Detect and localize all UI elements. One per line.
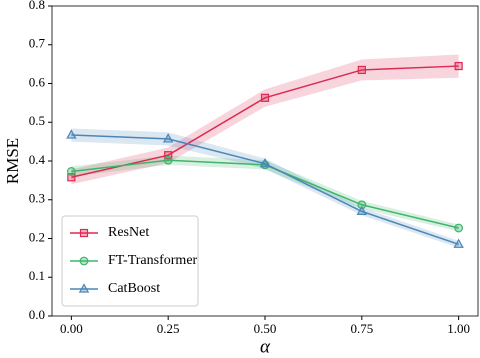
legend-label: ResNet (108, 225, 149, 240)
x-tick-label: 1.00 (447, 321, 470, 336)
y-tick-label: 0.3 (29, 191, 45, 206)
x-tick-label: 0.50 (254, 321, 277, 336)
x-tick-label: 0.00 (60, 321, 83, 336)
marker (66, 129, 77, 139)
marker (454, 61, 463, 71)
marker (67, 173, 76, 182)
marker (357, 65, 366, 75)
marker (259, 157, 271, 168)
marker (356, 205, 368, 215)
y-tick-label: 0.1 (29, 268, 45, 283)
x-tick-label: 0.25 (157, 321, 180, 336)
y-tick-label: 0.7 (29, 36, 46, 51)
y-tick-label: 0.8 (29, 0, 45, 12)
y-tick-label: 0.2 (29, 229, 45, 244)
confidence-band (71, 155, 459, 232)
marker (163, 155, 173, 165)
y-tick-label: 0.5 (29, 113, 45, 128)
series-line (71, 159, 459, 229)
marker (79, 256, 89, 266)
marker (162, 133, 174, 143)
y-tick-label: 0.6 (29, 74, 46, 89)
marker (66, 167, 76, 176)
y-tick-label: 0.4 (29, 152, 46, 167)
marker (78, 283, 90, 293)
legend-label: CatBoost (108, 281, 160, 296)
y-tick-label: 0.0 (29, 307, 45, 322)
marker (164, 151, 173, 160)
legend-label: FT-Transformer (108, 253, 198, 268)
marker (454, 223, 464, 233)
series-line (71, 65, 459, 179)
marker (260, 93, 270, 102)
marker (357, 200, 367, 210)
x-tick-label: 0.75 (350, 321, 373, 336)
legend-box (61, 215, 199, 307)
marker (79, 228, 89, 238)
confidence-band (71, 128, 459, 248)
x-axis-label: α (260, 336, 271, 357)
marker (453, 238, 464, 248)
y-axis-label: RMSE (3, 138, 22, 184)
series-line (71, 134, 459, 246)
